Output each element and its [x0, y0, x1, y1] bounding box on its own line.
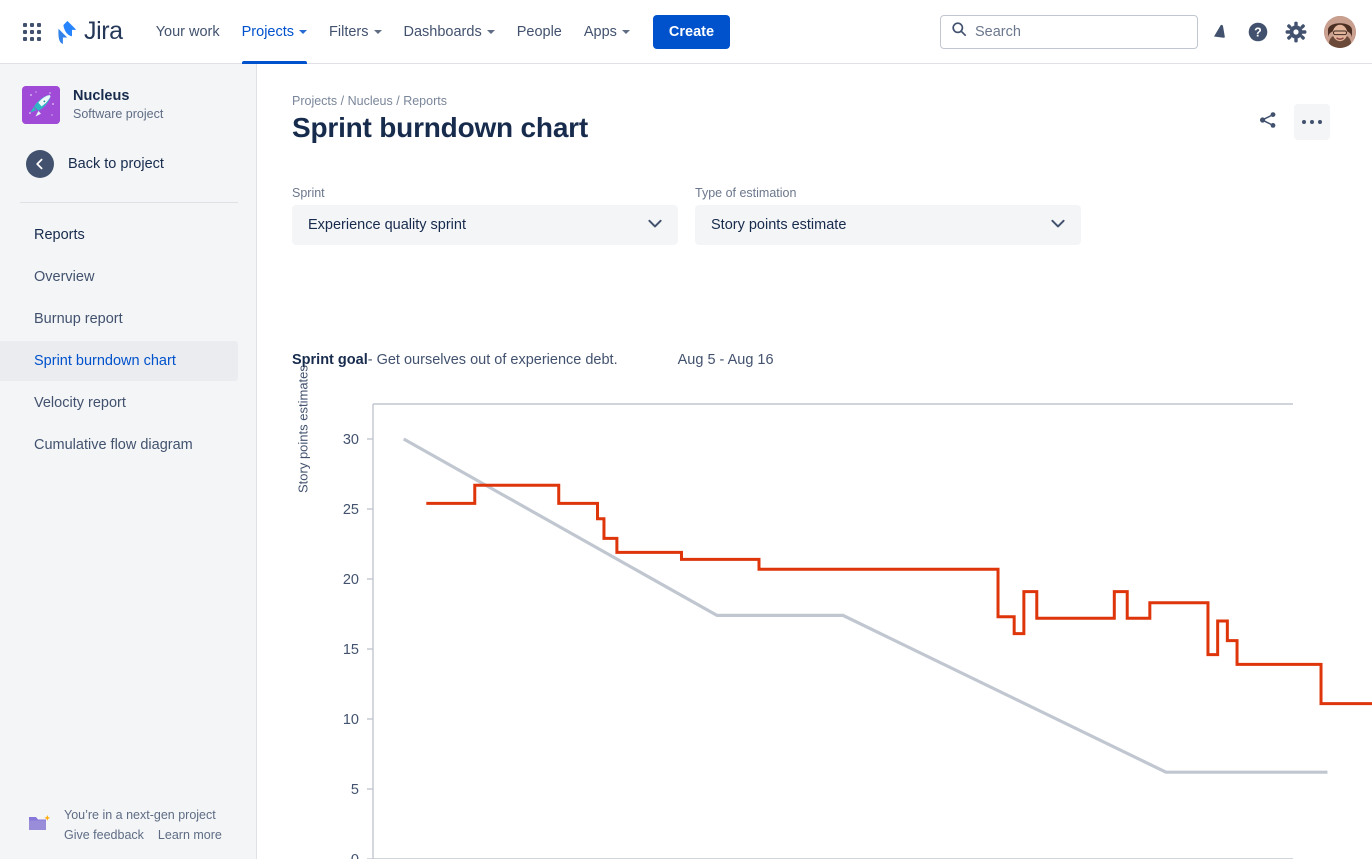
chevron-down-icon: [299, 29, 308, 34]
breadcrumb-separator: /: [396, 94, 404, 108]
nav-item-projects[interactable]: Projects: [231, 0, 318, 64]
y-tick-label: 20: [343, 572, 359, 588]
sidebar-section-label: Reports: [34, 227, 85, 243]
project-name: Nucleus: [73, 88, 130, 104]
report-filters: Sprint Experience quality sprint Type of…: [292, 186, 1081, 245]
more-horizontal-icon: [1301, 119, 1323, 125]
y-tick-label: 25: [343, 502, 359, 518]
sprint-goal-label: Sprint goal: [292, 352, 368, 368]
chevron-down-icon: [634, 216, 662, 234]
chevron-down-icon: [373, 29, 382, 34]
nav-item-label: Apps: [583, 23, 617, 40]
breadcrumb: Projects / Nucleus / Reports: [292, 94, 447, 108]
sidebar-item-label: Sprint burndown chart: [34, 353, 176, 369]
nav-item-people[interactable]: People: [506, 0, 573, 64]
sidebar-divider: [20, 202, 238, 203]
chevron-down-icon: [1037, 216, 1065, 234]
jira-logo[interactable]: Jira: [54, 17, 123, 46]
sidebar-item-velocity-report[interactable]: Velocity report: [0, 383, 238, 423]
sidebar-footer: You’re in a next-gen project Give feedba…: [0, 805, 256, 845]
sidebar-item-label: Cumulative flow diagram: [34, 437, 193, 453]
learn-more-link[interactable]: Learn more: [157, 828, 222, 842]
search-icon: [951, 21, 967, 42]
sprint-filter-label: Sprint: [292, 186, 325, 200]
nav-item-your-work[interactable]: Your work: [145, 0, 231, 64]
sprint-date-range: Aug 5 - Aug 16: [677, 352, 774, 368]
sidebar-section-reports: Reports: [0, 215, 238, 255]
sidebar-item-label: Velocity report: [34, 395, 126, 411]
y-tick-label: 15: [343, 642, 359, 658]
question-circle-icon[interactable]: ?: [1242, 16, 1274, 48]
sprint-filter-group: Sprint Experience quality sprint: [292, 186, 678, 245]
chevron-down-icon: [621, 29, 630, 34]
folder-sparkle-icon: [28, 813, 52, 835]
nav-item-label: Your work: [155, 23, 220, 40]
nav-right-group: ?: [940, 14, 1356, 49]
estimation-filter-label: Type of estimation: [695, 186, 797, 200]
sidebar-item-cumulative-flow-diagram[interactable]: Cumulative flow diagram: [0, 425, 238, 465]
back-to-project-button[interactable]: Back to project: [0, 124, 256, 178]
sidebar-item-burnup-report[interactable]: Burnup report: [0, 299, 238, 339]
series-remaining-values: [426, 483, 1372, 706]
nav-item-label: People: [516, 23, 562, 40]
y-tick-label: 30: [343, 432, 359, 448]
sidebar-item-label: Overview: [34, 269, 95, 285]
main-content: Projects / Nucleus / Reports Sprint burn…: [257, 64, 1372, 864]
sprint-select[interactable]: Experience quality sprint: [292, 205, 678, 245]
more-actions-button[interactable]: [1294, 104, 1330, 140]
sidebar-item-label: Burnup report: [34, 311, 123, 327]
search-box[interactable]: [940, 14, 1198, 49]
sidebar-item-sprint-burndown-chart[interactable]: Sprint burndown chart: [0, 341, 238, 381]
burndown-chart-svg: 051015202530Aug 6Aug7Aug 8Aug9Aug 10Aug1…: [343, 403, 1372, 864]
sprint-goal-row: Sprint goal - Get ourselves out of exper…: [292, 352, 774, 368]
nav-item-filters[interactable]: Filters: [318, 0, 392, 64]
breadcrumb-item-nucleus[interactable]: Nucleus: [347, 94, 393, 108]
back-to-project-label: Back to project: [68, 156, 164, 172]
sidebar: Nucleus Software project Back to project…: [0, 64, 257, 859]
create-button[interactable]: Create: [652, 14, 731, 49]
share-button[interactable]: [1250, 104, 1286, 140]
nav-item-apps[interactable]: Apps: [573, 0, 641, 64]
gear-icon[interactable]: [1280, 16, 1312, 48]
top-navigation-bar: Jira Your work Projects Filters Dashboar…: [0, 0, 1372, 64]
nav-item-dashboards[interactable]: Dashboards: [393, 0, 506, 64]
project-header[interactable]: Nucleus Software project: [0, 64, 256, 124]
sprint-goal-text: - Get ourselves out of experience debt.: [367, 352, 618, 368]
share-icon: [1258, 110, 1278, 135]
nav-item-label: Projects: [241, 23, 295, 40]
give-feedback-link[interactable]: Give feedback: [64, 828, 144, 842]
nav-item-label: Filters: [329, 23, 369, 40]
search-input[interactable]: [975, 23, 1187, 40]
sidebar-item-overview[interactable]: Overview: [0, 257, 238, 297]
series-guideline: [402, 437, 1328, 774]
burndown-chart: 051015202530Aug 6Aug7Aug 8Aug9Aug 10Aug1…: [257, 329, 1372, 864]
jira-logo-text: Jira: [84, 17, 123, 45]
estimation-select-value: Story points estimate: [711, 217, 847, 233]
next-gen-message: You’re in a next-gen project: [64, 808, 216, 822]
project-type: Software project: [73, 107, 164, 121]
grid-icon[interactable]: [16, 16, 48, 48]
header-actions: [1250, 104, 1330, 140]
estimation-filter-group: Type of estimation Story points estimate: [695, 186, 1081, 245]
svg-text:?: ?: [1254, 25, 1262, 39]
arrow-left-icon: [26, 150, 54, 178]
jira-logo-icon: [54, 19, 80, 45]
bell-icon[interactable]: [1204, 16, 1236, 48]
sprint-select-value: Experience quality sprint: [308, 217, 466, 233]
breadcrumb-item-reports[interactable]: Reports: [403, 94, 447, 108]
y-tick-label: 10: [343, 712, 359, 728]
page-title: Sprint burndown chart: [292, 112, 589, 143]
breadcrumb-item-projects[interactable]: Projects: [292, 94, 338, 108]
avatar[interactable]: [1324, 15, 1356, 48]
sidebar-nav-list: Reports Overview Burnup report Sprint bu…: [0, 215, 256, 465]
breadcrumb-separator: /: [340, 94, 348, 108]
y-tick-label: 5: [351, 782, 359, 798]
estimation-select[interactable]: Story points estimate: [695, 205, 1081, 245]
chevron-down-icon: [486, 29, 495, 34]
rocket-icon: [22, 86, 60, 124]
nav-item-label: Dashboards: [403, 23, 482, 40]
y-tick-label: 0: [351, 852, 359, 859]
